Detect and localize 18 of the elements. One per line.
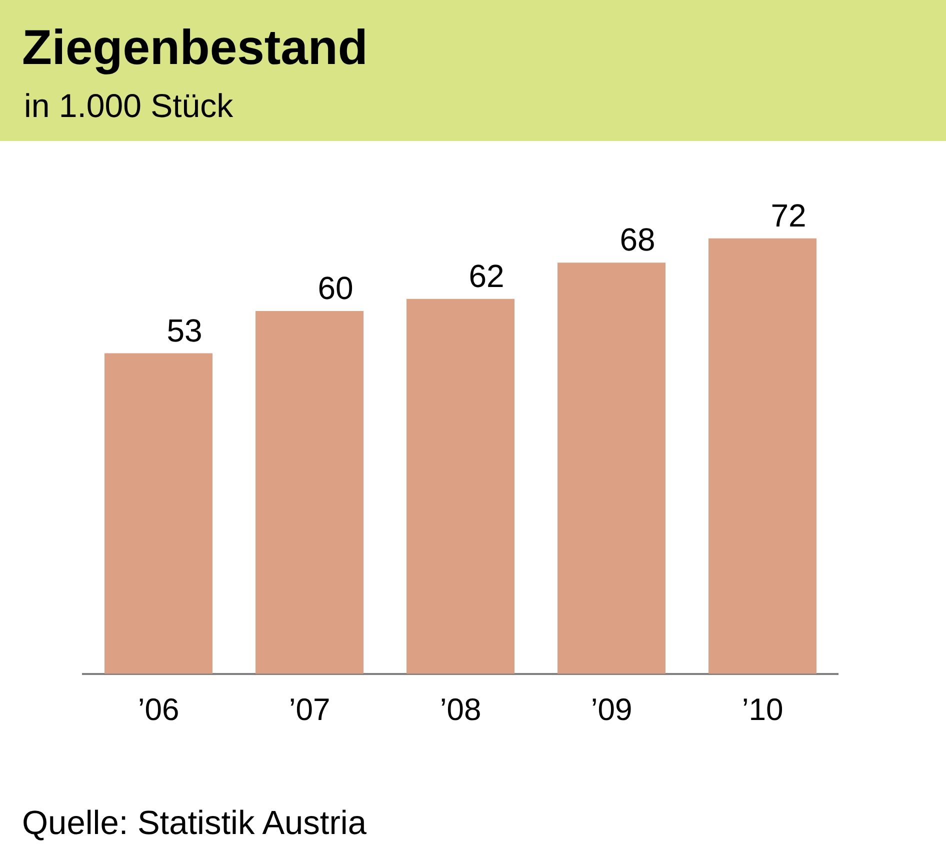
bar — [558, 262, 666, 674]
bar — [104, 353, 212, 674]
bar — [406, 298, 514, 674]
x-tick-label: ’10 — [742, 692, 784, 727]
data-label: 60 — [318, 270, 354, 306]
bar — [708, 238, 816, 674]
x-tick-label: ’09 — [590, 692, 632, 727]
data-label: 72 — [770, 197, 806, 234]
x-tick-label: ’07 — [288, 692, 330, 727]
data-label: 68 — [620, 222, 656, 258]
data-label: 62 — [468, 258, 504, 294]
x-tick-label: ’08 — [440, 692, 482, 727]
chart-title: Ziegenbestand — [22, 21, 368, 76]
x-tick-label: ’06 — [138, 692, 180, 727]
chart-subtitle: in 1.000 Stück — [24, 87, 234, 124]
bar — [256, 310, 364, 674]
data-label: 53 — [166, 312, 202, 348]
source-note: Quelle: Statistik Austria — [22, 805, 366, 844]
